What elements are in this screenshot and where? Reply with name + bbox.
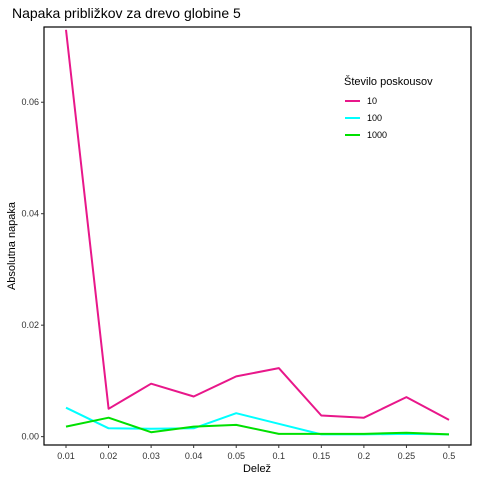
x-axis: 0.01 0.02 0.03 0.04 0.05 0.1 0.15 0.2 0.25 0.5 [57, 445, 455, 461]
chart-title: Napaka približkov za drevo globine 5 [12, 5, 241, 21]
x-tick-label: 0.05 [227, 451, 245, 461]
y-tick-label: 0.04 [21, 209, 39, 219]
y-tick-label: 0.06 [21, 97, 39, 107]
series-lines [65, 29, 450, 436]
series-line-1000 [65, 416, 450, 436]
x-tick-label: 0.03 [142, 451, 160, 461]
x-tick-label: 0.02 [100, 451, 118, 461]
series-line-10 [65, 29, 450, 421]
y-axis: 0.00 0.02 0.04 0.06 [21, 97, 44, 442]
legend-label-10: 10 [367, 96, 377, 106]
x-axis-label: Delež [243, 463, 271, 475]
x-tick-label: 0.25 [398, 451, 416, 461]
x-tick-label: 0.01 [57, 451, 75, 461]
x-tick-label: 0.5 [443, 451, 456, 461]
legend-label-100: 100 [367, 113, 382, 123]
x-tick-label: 0.1 [273, 451, 286, 461]
y-tick-label: 0.00 [21, 432, 39, 442]
legend: Število poskousov 10 100 1000 [344, 75, 433, 140]
legend-label-1000: 1000 [367, 130, 387, 140]
x-tick-label: 0.2 [358, 451, 371, 461]
legend-title: Število poskousov [344, 75, 433, 88]
x-tick-label: 0.15 [313, 451, 331, 461]
y-tick-label: 0.02 [21, 320, 39, 330]
x-tick-label: 0.04 [185, 451, 203, 461]
y-axis-label: Absolutna napaka [6, 201, 18, 290]
plot-panel [43, 26, 472, 446]
